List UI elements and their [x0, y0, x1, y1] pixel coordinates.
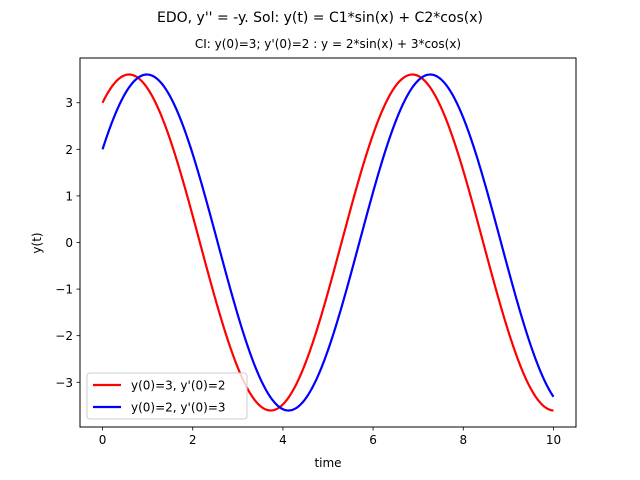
- x-axis-label: time: [314, 456, 341, 470]
- y-axis: −3 −2 −1 0 1 2 3: [55, 96, 80, 390]
- legend-label-series-2: y(0)=2, y'(0)=3: [131, 401, 226, 415]
- x-tick-label: 10: [546, 433, 561, 447]
- x-tick-label: 6: [369, 433, 377, 447]
- x-tick-label: 8: [459, 433, 467, 447]
- y-axis-label: y(t): [30, 232, 44, 253]
- y-tick-label: 2: [65, 143, 73, 157]
- y-tick-label: 3: [65, 96, 73, 110]
- plot-area: [101, 73, 555, 412]
- y-tick-label: −3: [55, 376, 73, 390]
- series-line-2: [101, 73, 555, 412]
- x-tick-label: 2: [189, 433, 197, 447]
- legend: y(0)=3, y'(0)=2 y(0)=2, y'(0)=3: [86, 372, 248, 420]
- chart-title: EDO, y'' = -y. Sol: y(t) = C1*sin(x) + C…: [157, 10, 483, 26]
- y-tick-label: 0: [65, 236, 73, 250]
- chart-subtitle: CI: y(0)=3; y'(0)=2 : y = 2*sin(x) + 3*c…: [195, 37, 461, 51]
- y-tick-label: −2: [55, 329, 73, 343]
- y-tick-label: 1: [65, 189, 73, 203]
- y-tick-label: −1: [55, 283, 73, 297]
- x-tick-label: 4: [279, 433, 287, 447]
- x-tick-label: 0: [99, 433, 107, 447]
- series-line-1: [101, 73, 554, 412]
- legend-box: [86, 372, 248, 420]
- x-axis: 0 2 4 6 8 10: [99, 427, 561, 447]
- series-layer: [101, 73, 555, 412]
- legend-label-series-1: y(0)=3, y'(0)=2: [131, 379, 226, 393]
